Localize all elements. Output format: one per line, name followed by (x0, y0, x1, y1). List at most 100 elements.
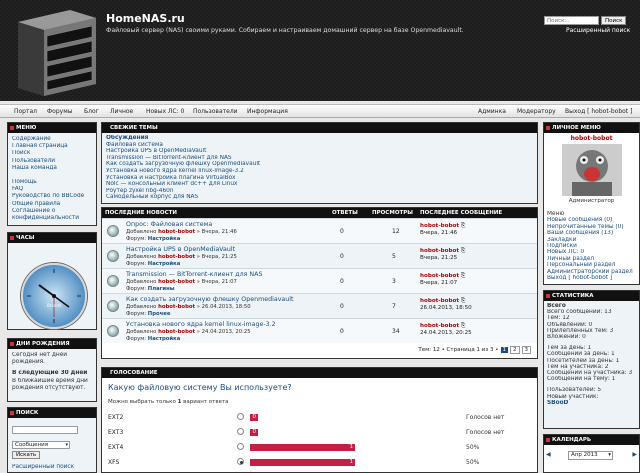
search-input[interactable] (544, 16, 599, 25)
nav-users[interactable]: Пользователи (193, 108, 238, 115)
newest-member[interactable]: SBooD (547, 399, 569, 406)
personal-link[interactable]: Личный раздел (547, 255, 595, 262)
personal-link[interactable]: Персональный раздел (547, 262, 616, 269)
nav-portal[interactable]: Портал (14, 108, 37, 115)
last-post-icon[interactable]: ⎘ (460, 248, 466, 254)
nav-personal[interactable]: Личное (110, 108, 134, 115)
username[interactable]: hobot-bobot (570, 135, 613, 142)
nav-info[interactable]: Информация (247, 108, 288, 115)
menu-link[interactable]: Главная страница (12, 143, 68, 150)
topic-icon (107, 250, 119, 262)
last-post-icon[interactable]: ⎘ (460, 273, 466, 279)
poll-option-radio[interactable] (237, 413, 244, 420)
page-link[interactable]: 3 (521, 346, 531, 354)
personal-link[interactable]: Подписки (547, 243, 577, 250)
nav-new-pm[interactable]: Новых ЛС: 0 (146, 108, 185, 115)
topic-replies: 0 (340, 228, 344, 235)
personal-link[interactable]: Новых ЛС: 0 (547, 249, 585, 256)
menu-link[interactable]: FAQ (12, 186, 24, 193)
menu-header: МЕНЮ (8, 123, 96, 133)
prev-month-icon[interactable]: ◀ (546, 451, 551, 458)
fresh-topic-link[interactable]: Обсуждения (106, 135, 149, 141)
page-link[interactable]: 2 (510, 346, 520, 354)
topic-forum[interactable]: Настройка (147, 261, 181, 267)
topic-author[interactable]: hobot-bobot (158, 329, 196, 335)
personal-menu-label: Меню (547, 211, 565, 217)
birthdays-today: Сегодня нет дней рождения. (12, 352, 68, 366)
personal-link[interactable]: Ваши сообщения (13) (547, 230, 614, 237)
site-subtitle: Файловый сервер (NAS) своими руками. Соб… (106, 27, 464, 34)
page-link[interactable]: 1 (500, 347, 508, 353)
nav-moderator[interactable]: Модератору (517, 108, 556, 115)
poll-option-radio[interactable] (237, 458, 244, 465)
user-role: Администратор (568, 198, 615, 204)
fresh-topic-link[interactable]: Роутер zyxel nbg-460n (106, 187, 174, 194)
topic-forum[interactable]: Настройка (147, 236, 181, 242)
last-post-author[interactable]: hobot-bobot (420, 248, 460, 254)
nav-admin[interactable]: Админка (478, 108, 506, 115)
left-search-header: ПОИСК (8, 408, 96, 418)
personal-link[interactable]: Непрочитанные темы (0) (547, 223, 624, 230)
topic-title[interactable]: Настройка UPS в OpenMediaVault (126, 246, 236, 253)
avatar[interactable] (561, 144, 622, 196)
personal-link[interactable]: Новые сообщения (0) (547, 217, 613, 224)
last-post-icon[interactable]: ⎘ (460, 323, 466, 329)
menu-link[interactable]: Помощь (12, 179, 37, 186)
menu-link[interactable]: Наша команда (12, 164, 57, 171)
topic-title[interactable]: Как создать загрузочную флешку Openmedia… (126, 296, 294, 303)
menu-link[interactable]: Соглашение о конфиденциальности (12, 207, 79, 222)
fresh-topic-link[interactable]: Nolc — консольный клиент dc++ для Linux (106, 181, 238, 188)
last-post-author[interactable]: hobot-bobot (420, 323, 460, 329)
last-post-author[interactable]: hobot-bobot (420, 223, 460, 229)
month-select[interactable]: Апр 2013 ▾ (568, 451, 613, 460)
topic-title[interactable]: Опрос: Файловая система (126, 221, 213, 228)
fresh-topic-link[interactable]: Установка и настройка плагина VirtualBox (106, 174, 236, 181)
fresh-topic-link[interactable]: Самодельный корпус для NAS (106, 194, 199, 201)
next-month-icon[interactable]: ▶ (632, 451, 637, 458)
advanced-search-link[interactable]: Расширенный поиск (566, 27, 631, 34)
topic-author[interactable]: hobot-bobot (158, 229, 196, 235)
search-button[interactable]: Поиск (601, 16, 627, 25)
poll-option: EXT2 0 Голосов нет (102, 412, 538, 424)
poll-option-label: EXT3 (108, 429, 124, 436)
topic-forum[interactable]: Плагины (147, 286, 175, 292)
stat-line: Тем на участника: 2 (547, 363, 609, 370)
topic-forum[interactable]: Настройка (147, 336, 181, 342)
topic-title[interactable]: Transmission — BitTorrent-клиент для NAS (126, 271, 263, 278)
search-type-select[interactable]: Сообщения ▾ (12, 441, 70, 449)
fresh-topic-link[interactable]: Как создать загрузочную флешку Openmedia… (106, 161, 261, 168)
left-search-input[interactable] (12, 426, 78, 434)
nav-logout[interactable]: Выход [ hobot-bobot ] (565, 108, 633, 115)
fresh-topic-link[interactable]: Transmission — BitTorrent-клиент для NAS (106, 154, 232, 161)
personal-link[interactable]: Закладки (547, 236, 577, 243)
nav-forums[interactable]: Форумы (47, 108, 73, 115)
left-advanced-search-link[interactable]: Расширенный поиск (12, 464, 75, 470)
site-title[interactable]: HomeNAS.ru (106, 12, 185, 25)
last-post-icon[interactable]: ⎘ (460, 223, 466, 229)
fresh-topic-link[interactable]: Настройка UPS в OpenMediaVault (106, 148, 207, 155)
menu-link[interactable]: Общие правила (12, 200, 61, 207)
calendar-header: КАЛЕНДАРЬ (544, 435, 639, 445)
fresh-topic-link[interactable]: Установка нового ядра kernel linux-image… (106, 167, 244, 174)
fresh-topics-block: СВЕЖИЕ ТЕМЫ Обсуждения Файловая система … (101, 122, 538, 204)
personal-link[interactable]: Администраторский раздел (547, 268, 633, 275)
topic-author[interactable]: hobot-bobot (158, 279, 196, 285)
server-logo-icon[interactable] (12, 4, 100, 99)
poll-option-radio[interactable] (237, 443, 244, 450)
personal-link[interactable]: Выход [ hobot-bobot ] (547, 275, 613, 282)
topic-title[interactable]: Установка нового ядра kernel linux-image… (126, 321, 276, 328)
topic-forum[interactable]: Прочее (147, 311, 171, 317)
menu-link[interactable]: Содержание (12, 136, 51, 142)
poll-option-radio[interactable] (237, 428, 244, 435)
last-post-author[interactable]: hobot-bobot (420, 273, 460, 279)
menu-link[interactable]: Поиск (12, 150, 31, 157)
nav-blog[interactable]: Блог (84, 108, 99, 115)
fresh-topic-link[interactable]: Файловая система (106, 141, 163, 148)
topic-author[interactable]: hobot-bobot (158, 254, 196, 260)
topic-author[interactable]: hobot-bobot (158, 304, 196, 310)
left-search-button[interactable]: Искать (12, 451, 41, 459)
menu-link[interactable]: Пользователи (12, 157, 56, 164)
last-post-icon[interactable]: ⎘ (460, 298, 466, 304)
last-post-author[interactable]: hobot-bobot (420, 298, 460, 304)
menu-link[interactable]: Руководство по BBCode (12, 193, 85, 200)
